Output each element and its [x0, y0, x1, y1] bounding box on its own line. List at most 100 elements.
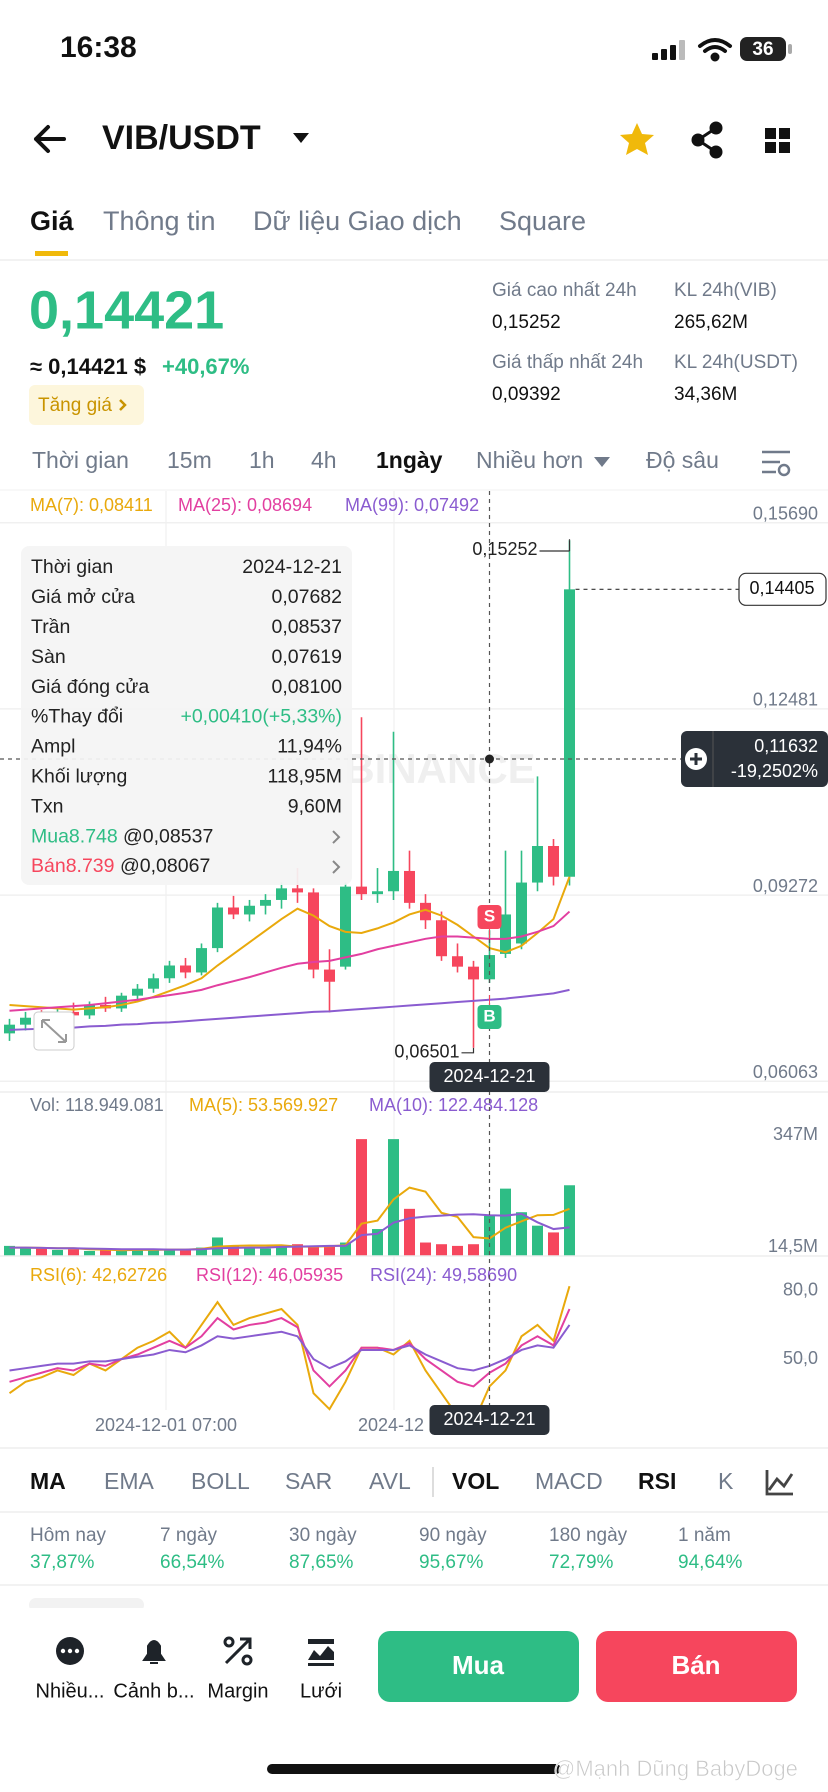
candle-body — [244, 905, 255, 915]
crosshair-date-box — [429, 1062, 550, 1092]
trade-marker-label: B — [483, 1006, 495, 1025]
indicator-tab[interactable]: RSI — [638, 1468, 676, 1494]
interval[interactable]: Nhiều hơn — [476, 447, 583, 473]
action-label[interactable]: Margin — [207, 1680, 268, 1702]
credit-watermark: @Mạnh Dũng BabyDoge — [553, 1756, 798, 1781]
indicator-tab[interactable]: EMA — [104, 1468, 155, 1494]
favorite-star[interactable] — [620, 123, 654, 155]
tooltip-value: @0,08067 — [120, 855, 210, 877]
candle-body — [452, 956, 463, 967]
tooltip-value: 0,07682 — [272, 586, 343, 608]
more-icon[interactable] — [56, 1637, 84, 1665]
crosshair-add-plus[interactable] — [690, 753, 702, 765]
back-button[interactable] — [34, 125, 66, 153]
volume-ma-line — [9, 1212, 570, 1251]
volume-bar — [116, 1250, 127, 1256]
tab[interactable]: Giá — [30, 206, 75, 236]
chart-settings-icon[interactable] — [762, 450, 791, 477]
candle-body — [436, 920, 447, 957]
rsi-line — [9, 1308, 571, 1388]
stat-label: Giá thấp nhất 24h — [492, 352, 643, 373]
interval[interactable]: 1ngày — [376, 447, 443, 473]
rsi-legend: RSI(6): 42,62726 — [30, 1265, 167, 1285]
indicator-tab[interactable]: K — [718, 1468, 734, 1494]
volume-bar — [356, 1139, 367, 1256]
candle-body — [276, 888, 287, 900]
share-icon[interactable] — [691, 121, 723, 159]
indicator-tab[interactable]: SAR — [285, 1468, 332, 1494]
candle-body — [532, 846, 543, 883]
sell-label[interactable]: Bán — [671, 1650, 720, 1680]
crosshair-dot — [485, 754, 494, 764]
tooltip-chevron[interactable] — [332, 830, 341, 844]
candle-body — [324, 969, 335, 982]
tab[interactable]: Thông tin — [103, 206, 216, 236]
layout-icon[interactable] — [765, 128, 790, 153]
interval[interactable]: 1h — [249, 447, 275, 473]
stats: Giá cao nhất 24h 0,15252 KL 24h(VIB) 265,62… — [492, 280, 798, 405]
indicator-settings-icon[interactable] — [765, 1470, 794, 1496]
pair-title[interactable]: VIB/USDT — [102, 119, 261, 157]
volume-bar — [340, 1242, 351, 1256]
stat-value: 34,36M — [674, 384, 737, 405]
volume-bar — [100, 1249, 111, 1256]
volume-bar — [148, 1248, 159, 1256]
tabs: Giá Thông tin Dữ liệu Giao dịch Square — [30, 206, 586, 236]
tooltip-chevron[interactable] — [332, 860, 341, 874]
badge-background[interactable] — [29, 385, 144, 425]
sell-button[interactable] — [596, 1631, 797, 1702]
indicator-tab[interactable]: BOLL — [191, 1468, 250, 1494]
volume-bar — [36, 1248, 47, 1256]
buy-button[interactable] — [378, 1631, 579, 1702]
tooltip-value: 2024-12-21 — [242, 556, 342, 578]
indicator-tab[interactable]: MA — [30, 1468, 66, 1494]
action-label[interactable]: Lưới — [300, 1680, 342, 1702]
approx-price: ≈ 0,14421 $ — [30, 354, 146, 379]
ma-legend: MA(7): 0,08411 — [30, 495, 153, 515]
tooltip-value: 9,60M — [288, 795, 342, 817]
volume-bar — [20, 1247, 31, 1256]
buy-label[interactable]: Mua — [452, 1650, 505, 1680]
interval[interactable]: 4h — [311, 447, 337, 473]
tab[interactable]: Dữ liệu Giao dịch — [253, 206, 462, 236]
performance-label: 180 ngày — [549, 1525, 628, 1546]
badge-text[interactable]: Tăng giá — [38, 395, 112, 416]
volume-bar — [324, 1246, 335, 1256]
performance-label: 30 ngày — [289, 1525, 357, 1546]
margin-icon[interactable] — [223, 1636, 253, 1666]
interval[interactable]: Độ sâu — [646, 447, 719, 473]
indicator-tab[interactable]: VOL — [452, 1468, 499, 1494]
actions: Nhiều... Cảnh b... Margin Lưới — [36, 1680, 343, 1702]
tooltip-value: 11,94% — [277, 736, 342, 758]
volume-legend: MA(10): 122.484.128 — [369, 1095, 538, 1115]
interval[interactable]: 15m — [167, 447, 212, 473]
tab[interactable]: Square — [499, 206, 586, 236]
candle-body — [468, 966, 479, 980]
tooltip-value: @0,08537 — [123, 825, 213, 847]
candle-body — [148, 978, 159, 989]
volume-bar — [276, 1245, 287, 1256]
action-label[interactable]: Nhiều... — [36, 1680, 105, 1702]
tooltip-box — [21, 546, 352, 885]
chart-watermark: BINANCE — [344, 745, 535, 792]
indicator-tab[interactable]: AVL — [369, 1468, 411, 1494]
volume-bar — [68, 1249, 79, 1256]
pair-dropdown[interactable] — [293, 133, 309, 143]
volume-bar — [420, 1242, 431, 1256]
crosshair-date: 2024-12-21 — [443, 1409, 535, 1429]
candle-body — [228, 907, 239, 915]
interval[interactable]: Thời gian — [32, 447, 129, 473]
crosshair-price-box — [681, 731, 828, 787]
expand-icon[interactable] — [41, 1019, 67, 1043]
tooltip-label: Bán8.739 — [31, 855, 115, 877]
active-tab-indicator — [35, 251, 68, 256]
candle-body — [212, 907, 223, 949]
action-label[interactable]: Cảnh b... — [113, 1680, 194, 1702]
stat-label: KL 24h(VIB) — [674, 280, 777, 301]
volume-bar — [372, 1229, 383, 1256]
indicator-tab[interactable]: MACD — [535, 1468, 603, 1494]
alert-icon[interactable] — [142, 1640, 166, 1664]
stat-label: Giá cao nhất 24h — [492, 280, 637, 301]
grid-icon[interactable] — [308, 1639, 334, 1666]
